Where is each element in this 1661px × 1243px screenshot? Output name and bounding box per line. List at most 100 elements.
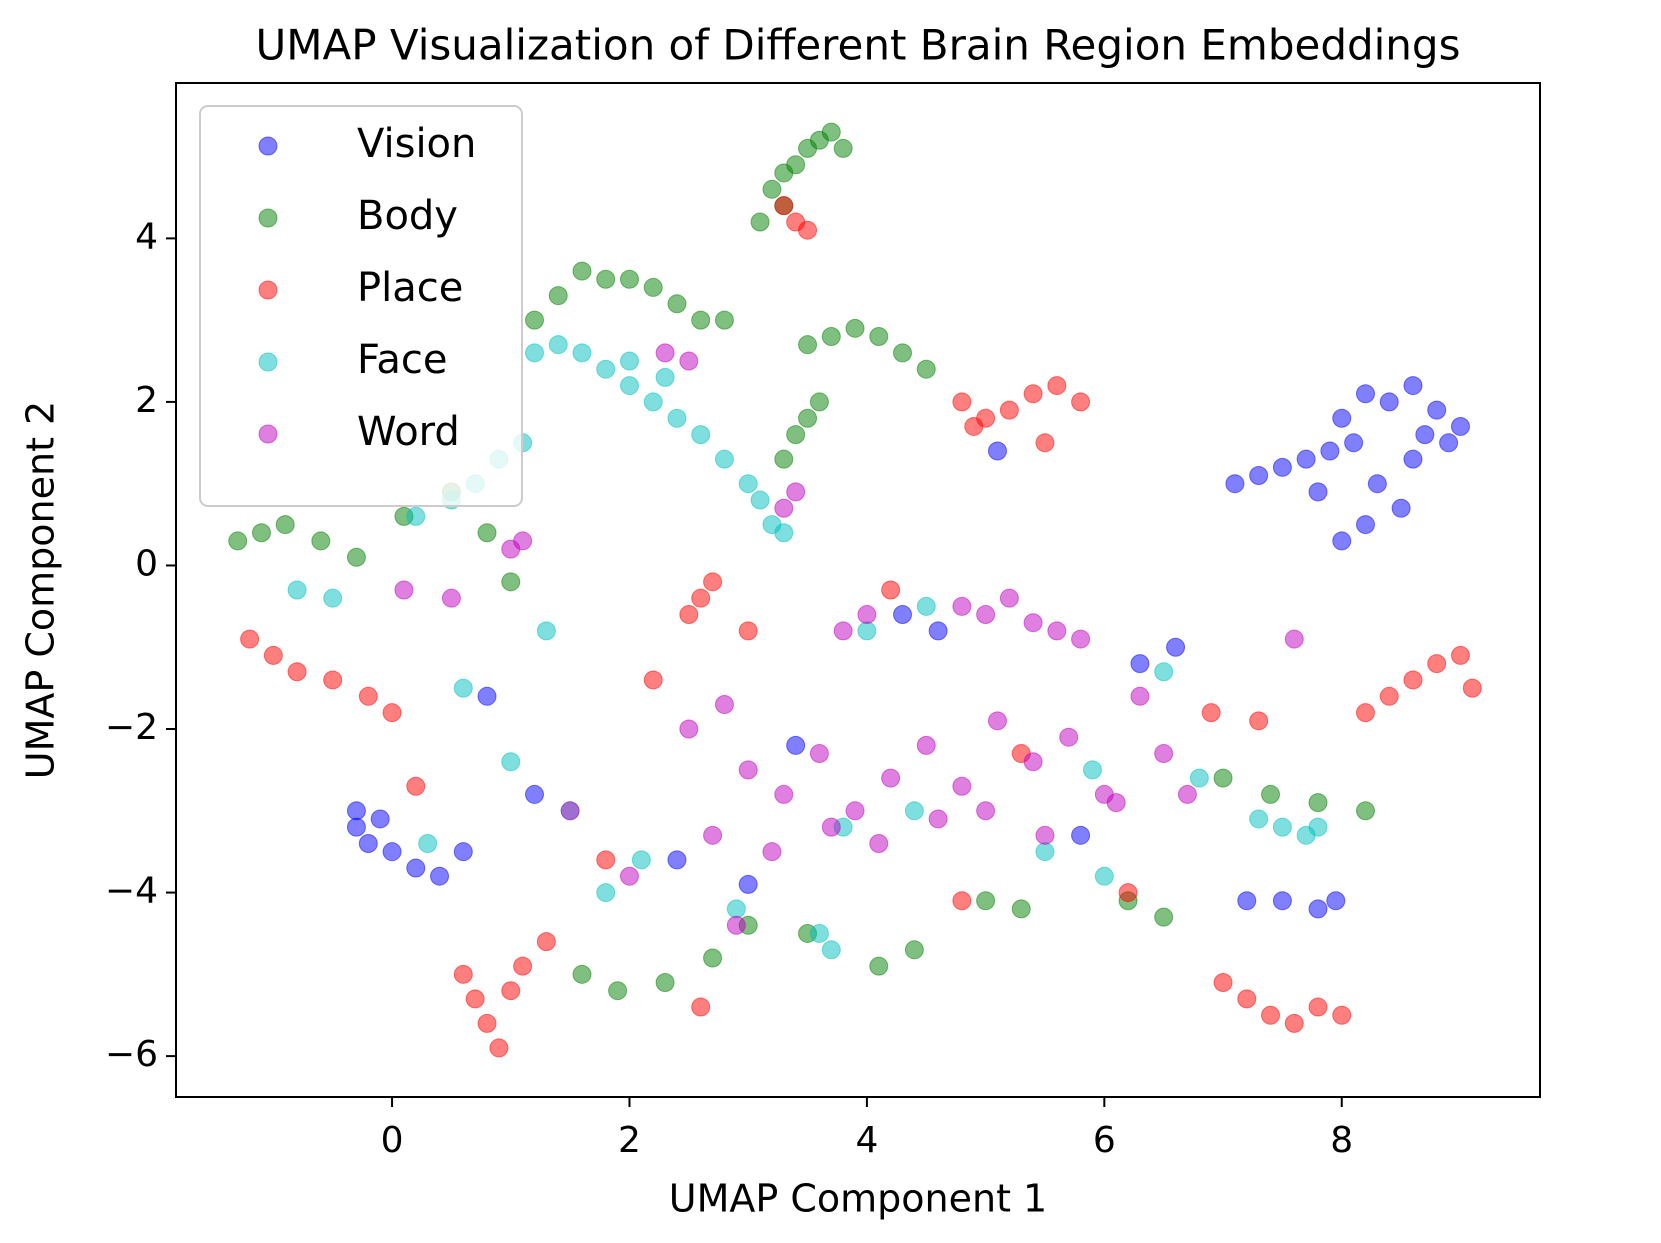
point [643,277,663,297]
point [964,416,984,436]
point [714,449,734,469]
point [323,588,343,608]
point [287,580,307,600]
point [1308,899,1328,919]
point [263,645,283,665]
point [453,842,473,862]
point [1450,416,1470,436]
point [1355,384,1375,404]
point [976,891,996,911]
point [667,850,687,870]
point [525,343,545,363]
point [596,883,616,903]
point [952,891,972,911]
point [1391,498,1411,518]
series [240,196,1482,1058]
point [619,866,639,886]
point [774,498,794,518]
legend-frame [199,105,523,507]
point [1308,997,1328,1017]
point [703,572,723,592]
point [275,515,295,535]
point [1237,989,1257,1009]
point [703,948,723,968]
point [501,981,521,1001]
point [1332,408,1352,428]
point [1082,760,1102,780]
point [667,408,687,428]
point [1403,449,1423,469]
point [1326,891,1346,911]
point [382,842,402,862]
point [786,425,806,445]
point [1249,809,1269,829]
point [762,842,782,862]
point [536,621,556,641]
point [596,850,616,870]
point [1272,891,1292,911]
point [1023,752,1043,772]
point [952,596,972,616]
point [952,392,972,412]
point [691,997,711,1017]
point [477,686,497,706]
point [881,768,901,788]
point [1094,866,1114,886]
chart-title: UMAP Visualization of Different Brain Re… [256,21,1461,70]
point [287,662,307,682]
point [525,310,545,330]
point [786,735,806,755]
point [928,621,948,641]
point [738,621,758,641]
point [489,1038,509,1058]
point [1379,686,1399,706]
point [1439,433,1459,453]
point [560,801,580,821]
point [1403,376,1423,396]
point [1130,686,1150,706]
legend-marker [258,352,278,372]
legend-label: Place [357,265,463,311]
point [394,580,414,600]
point [1237,891,1257,911]
point [1047,376,1067,396]
legend-label: Face [357,337,447,383]
point [976,605,996,625]
point [667,294,687,314]
point [952,776,972,796]
point [1355,703,1375,723]
point [370,809,390,829]
point [1011,899,1031,919]
point [786,482,806,502]
point [655,343,675,363]
point [869,956,889,976]
point [655,973,675,993]
x-axis-label: UMAP Component 1 [669,1177,1047,1221]
point [904,801,924,821]
point [1189,768,1209,788]
point [240,629,260,649]
point [1415,425,1435,445]
point [418,834,438,853]
point [1308,817,1328,837]
y-tick-label: −2 [105,707,158,748]
x-tick-label: 4 [855,1120,878,1161]
point [916,359,936,379]
point [738,874,758,894]
point [857,605,877,625]
point [679,351,699,371]
point [798,220,818,240]
point [406,506,426,526]
point [881,580,901,600]
point [1154,907,1174,927]
point [691,310,711,330]
point [1130,654,1150,674]
point [1071,392,1091,412]
point [1261,784,1281,804]
point [501,572,521,592]
legend-marker [258,280,278,300]
point [1154,662,1174,682]
legend: Vision Body Place Face Word [199,105,523,507]
point [453,964,473,984]
